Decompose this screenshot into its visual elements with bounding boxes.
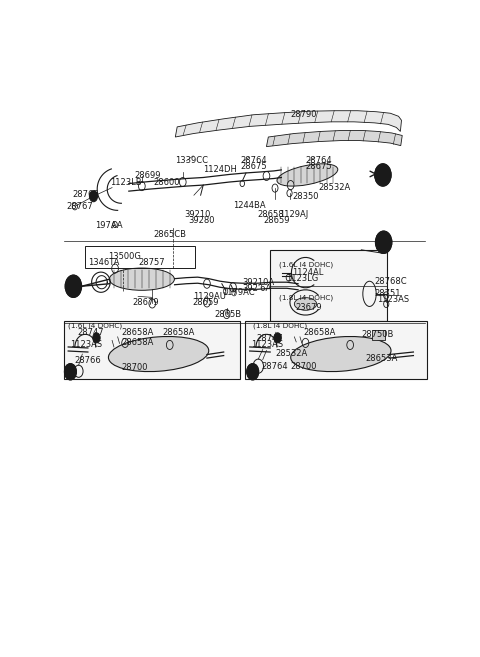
- Text: A: A: [71, 282, 76, 291]
- Text: (1.6L I4 DOHC): (1.6L I4 DOHC): [68, 323, 122, 329]
- Circle shape: [65, 275, 82, 298]
- Text: 28747: 28747: [78, 328, 105, 337]
- Text: 28767: 28767: [67, 202, 94, 211]
- Text: B: B: [381, 238, 386, 247]
- Circle shape: [375, 164, 391, 186]
- Text: 28658A: 28658A: [304, 328, 336, 337]
- Text: 28747: 28747: [256, 334, 283, 343]
- Text: 28700: 28700: [121, 363, 148, 372]
- Text: 39280: 39280: [188, 217, 215, 225]
- Text: 28658: 28658: [257, 210, 284, 219]
- Text: 28658A: 28658A: [121, 338, 154, 347]
- Text: 1123LB: 1123LB: [110, 178, 142, 187]
- Text: (1.8L I4 DOHC): (1.8L I4 DOHC): [253, 323, 308, 329]
- Text: 1346TA: 1346TA: [88, 258, 119, 267]
- Text: A: A: [380, 170, 386, 179]
- Ellipse shape: [294, 298, 317, 310]
- Text: 392'6A: 392'6A: [242, 284, 272, 293]
- Text: 28750B: 28750B: [361, 330, 394, 339]
- Circle shape: [93, 333, 100, 343]
- Text: 28658A: 28658A: [162, 328, 195, 337]
- Circle shape: [247, 364, 259, 380]
- Text: 28765: 28765: [72, 190, 98, 199]
- Text: (1.6L I4 DOHC): (1.6L I4 DOHC): [279, 261, 334, 268]
- Text: 28532A: 28532A: [276, 348, 308, 357]
- Text: 28757: 28757: [138, 258, 165, 267]
- Circle shape: [64, 364, 76, 380]
- Text: 197AA: 197AA: [96, 221, 123, 230]
- Text: 2865CB: 2865CB: [153, 230, 186, 238]
- Text: 28532A: 28532A: [319, 183, 351, 192]
- Text: (1.8L I4 DOHC): (1.8L I4 DOHC): [279, 294, 334, 301]
- Text: 23679: 23679: [296, 303, 322, 312]
- Text: 1339CC: 1339CC: [175, 156, 208, 166]
- Bar: [270, 250, 387, 321]
- Text: 1123LG: 1123LG: [286, 274, 318, 283]
- Text: 28700: 28700: [290, 362, 316, 371]
- Text: 1124DH: 1124DH: [203, 166, 237, 174]
- Polygon shape: [266, 131, 402, 147]
- Ellipse shape: [109, 268, 174, 290]
- Text: 1123AS: 1123AS: [71, 340, 103, 350]
- Bar: [245, 321, 427, 379]
- Text: 28790: 28790: [290, 110, 317, 119]
- Bar: [372, 330, 385, 340]
- Text: 28768C: 28768C: [374, 277, 407, 286]
- Text: 1244BA: 1244BA: [233, 201, 265, 210]
- Text: 28764: 28764: [261, 362, 288, 371]
- Text: 39210A: 39210A: [242, 278, 275, 287]
- Text: B: B: [68, 367, 73, 376]
- Text: 39210: 39210: [185, 210, 211, 219]
- Text: 28766: 28766: [74, 355, 101, 365]
- Ellipse shape: [291, 336, 391, 372]
- Text: 28675: 28675: [240, 162, 267, 171]
- Text: 13500G: 13500G: [108, 252, 141, 261]
- Text: 28764: 28764: [305, 156, 332, 166]
- Text: 28764: 28764: [240, 156, 267, 166]
- Ellipse shape: [108, 336, 209, 372]
- Text: 28679: 28679: [132, 298, 159, 307]
- Text: 28600: 28600: [153, 178, 180, 187]
- Text: 1129AU: 1129AU: [193, 292, 226, 301]
- Text: 28675: 28675: [305, 162, 332, 171]
- Bar: [64, 321, 240, 379]
- Text: 28659: 28659: [192, 298, 218, 307]
- Text: 1124AL: 1124AL: [292, 268, 324, 277]
- Text: 28659: 28659: [264, 217, 290, 225]
- Text: 28699: 28699: [134, 171, 161, 181]
- Circle shape: [375, 231, 392, 254]
- Text: 1123AS: 1123AS: [377, 296, 409, 304]
- Text: 1179AC: 1179AC: [222, 288, 254, 297]
- Text: 28350: 28350: [292, 192, 319, 200]
- Text: 3: 3: [250, 367, 255, 376]
- Text: 1129AJ: 1129AJ: [279, 210, 309, 219]
- Text: 28751: 28751: [374, 289, 401, 298]
- Text: 2865B: 2865B: [215, 309, 241, 319]
- Text: 1123AS: 1123AS: [251, 340, 283, 350]
- Circle shape: [274, 333, 281, 343]
- Bar: [85, 246, 195, 268]
- Ellipse shape: [277, 164, 338, 186]
- Text: 28658A: 28658A: [121, 328, 154, 337]
- Text: 28653A: 28653A: [365, 353, 397, 363]
- Circle shape: [89, 191, 97, 202]
- Polygon shape: [175, 111, 401, 137]
